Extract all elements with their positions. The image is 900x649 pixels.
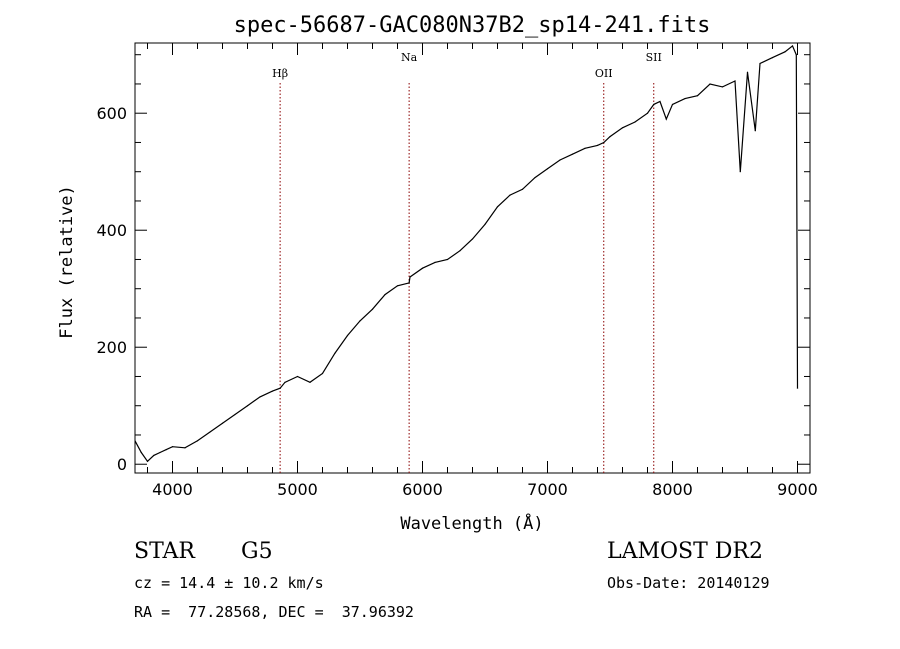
spectrum-point: [521, 188, 524, 190]
plot-frame: [134, 42, 811, 474]
spectrum-point: [165, 448, 167, 451]
y-tick-label: 400: [96, 221, 127, 240]
spectrum-point: [140, 451, 142, 454]
obs-date: Obs-Date: 20140129: [607, 574, 770, 592]
spectrum-point: [408, 282, 410, 284]
spectrum-point: [221, 422, 224, 424]
spectrum-point: [334, 352, 336, 354]
spectrum-point: [309, 381, 311, 383]
spectrum-point: [279, 387, 281, 389]
spectrum-point: [791, 45, 794, 47]
spectrum-point: [603, 141, 605, 144]
spectrum-point: [759, 62, 761, 65]
spectrum-point: [771, 57, 774, 59]
x-tick-label: 9000: [777, 480, 818, 499]
spectrum-point: [246, 405, 249, 407]
line-marker-label: Na: [401, 51, 418, 64]
x-axis-label: Wavelength (Å): [400, 512, 543, 534]
spectrum-point: [784, 51, 786, 53]
spectrum-point: [709, 83, 711, 85]
x-tick-label: 7000: [527, 480, 568, 499]
y-axis-label: Flux (relative): [57, 185, 77, 339]
chart-title: spec-56687-GAC080N37B2_sp14-241.fits: [234, 13, 711, 38]
spectrum-point: [646, 112, 649, 114]
spectrum-point: [421, 267, 424, 269]
spectrum-point: [754, 130, 756, 132]
spectrum-point: [271, 390, 274, 392]
spectrum-point: [459, 250, 461, 252]
spectrum-point: [153, 454, 155, 457]
survey-name: LAMOST DR2: [607, 539, 763, 564]
spectrum-point: [146, 460, 149, 462]
spectrum-point: [671, 103, 674, 106]
spectrum-point: [346, 334, 349, 337]
spectrum-point: [196, 440, 199, 442]
line-marker-label: OII: [595, 67, 613, 80]
spectrum-point: [559, 159, 561, 161]
x-tick-label: 8000: [652, 480, 693, 499]
spectrum-point: [446, 258, 449, 261]
spectrum-point: [509, 194, 511, 196]
spectrum-point: [596, 144, 599, 146]
spectrum-point: [359, 320, 361, 322]
spectrum-point: [739, 171, 741, 173]
spectrum-point: [296, 375, 299, 378]
spectrum-point: [584, 147, 586, 149]
spectrum-point: [259, 396, 261, 398]
spectrum-point: [653, 103, 655, 106]
line-marker-label: SII: [646, 51, 662, 64]
spectrum-point: [171, 446, 174, 448]
spectrum-point: [159, 451, 161, 454]
spectrum-point: [471, 238, 474, 240]
y-tick-label: 200: [96, 338, 127, 357]
spectrum-point: [621, 127, 624, 129]
spectrum-point: [734, 80, 736, 82]
spectrum-series-0: [135, 44, 799, 463]
spectrum-point: [384, 293, 386, 296]
spectrum-point: [684, 97, 686, 100]
spectrum-point: [396, 285, 399, 287]
subclass: G5: [241, 539, 273, 564]
spectrum-point: [665, 118, 667, 120]
coordinates-line: RA = 77.28568, DEC = 37.96392: [134, 603, 414, 621]
spectrum-point: [696, 95, 699, 97]
x-tick-label: 6000: [402, 480, 443, 499]
spectrum-point: [284, 381, 286, 383]
spectrum-point: [609, 136, 611, 138]
spectrum-point: [546, 168, 549, 170]
object-class: STAR: [134, 539, 195, 564]
spectrum-point: [796, 387, 799, 389]
spectrum-point: [795, 54, 797, 56]
spectrum-point: [371, 308, 374, 310]
x-tick-label: 5000: [277, 480, 318, 499]
plot-area: 4000 5000 6000 7000 8000 9000 0 200 400 600 Hβ Na OI…: [96, 42, 818, 499]
spectrum-point: [634, 121, 636, 123]
spectrum-point: [234, 413, 236, 416]
y-tick-label: 0: [117, 455, 127, 474]
spectrum-point: [496, 206, 499, 208]
spectrum-point: [184, 447, 186, 449]
spectrum-point: [534, 176, 536, 179]
line-marker-label: Hβ: [272, 67, 288, 80]
spectrum-point: [721, 86, 724, 88]
x-tick-label: 4000: [152, 480, 193, 499]
spectrum-point: [209, 431, 211, 433]
spectrum-point: [135, 440, 136, 442]
y-tick-label: 600: [96, 104, 127, 123]
spectrum-point: [409, 276, 411, 278]
spectrum-point: [484, 223, 486, 225]
spectrum-point: [659, 100, 661, 103]
spectrum-point: [746, 71, 749, 73]
spectrum-point: [434, 261, 436, 263]
redshift-line: cz = 14.4 ± 10.2 km/s: [134, 574, 324, 592]
spectrum-point: [571, 153, 574, 155]
spectrum-point: [321, 372, 324, 375]
